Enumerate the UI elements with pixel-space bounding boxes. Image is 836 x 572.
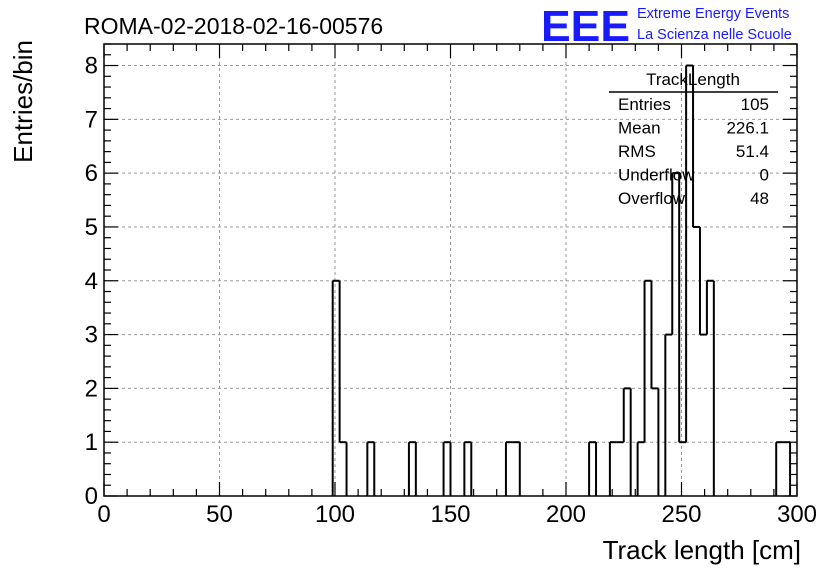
x-tick-labels: 0 50 100 150 200 250 300 xyxy=(97,501,817,528)
stats-label: Entries xyxy=(618,95,671,114)
stats-label: RMS xyxy=(618,142,656,161)
y-tick-label: 4 xyxy=(85,268,98,295)
stats-box-title: TrackLength xyxy=(646,70,740,89)
axis-ticks xyxy=(103,43,798,497)
y-tick-label: 8 xyxy=(85,53,98,80)
x-tick-label: 0 xyxy=(97,501,110,528)
x-tick-label: 150 xyxy=(430,501,470,528)
y-tick-label: 7 xyxy=(85,106,98,133)
x-axis-label: Track length [cm] xyxy=(603,535,801,565)
y-tick-label: 0 xyxy=(85,483,98,510)
logo-line-1: Extreme Energy Events xyxy=(637,6,789,22)
stats-value: 226.1 xyxy=(726,119,769,138)
y-tick-label: 5 xyxy=(85,214,98,241)
stats-box: TrackLength Entries 105 Mean 226.1 RMS 51.4 Un… xyxy=(609,70,778,208)
stats-value: 51.4 xyxy=(736,142,769,161)
logo-letters: EEE xyxy=(541,2,630,51)
x-tick-label: 100 xyxy=(315,501,355,528)
x-tick-label: 250 xyxy=(661,501,701,528)
stats-value: 105 xyxy=(741,95,769,114)
logo-line-2: La Scienza nelle Scuole xyxy=(637,27,792,43)
stats-value: 48 xyxy=(750,189,769,208)
x-tick-label: 200 xyxy=(546,501,586,528)
x-tick-label: 300 xyxy=(777,501,817,528)
eee-logo: EEE Extreme Energy Events La Scienza nel… xyxy=(541,2,792,51)
y-tick-label: 2 xyxy=(85,375,98,402)
y-axis-label: Entries/bin xyxy=(8,40,38,163)
y-tick-label: 1 xyxy=(85,429,98,456)
stats-label: Overflow xyxy=(618,189,686,208)
y-tick-label: 3 xyxy=(85,322,98,349)
y-tick-labels: 0 1 2 3 4 5 6 7 8 xyxy=(85,53,98,510)
x-tick-label: 50 xyxy=(206,501,233,528)
run-title: ROMA-02-2018-02-16-00576 xyxy=(84,13,383,39)
stats-value: 0 xyxy=(760,166,769,185)
y-tick-label: 6 xyxy=(85,160,98,187)
histogram-bars xyxy=(331,64,792,496)
stats-label: Mean xyxy=(618,119,661,138)
stats-label: Underflow xyxy=(618,166,695,185)
